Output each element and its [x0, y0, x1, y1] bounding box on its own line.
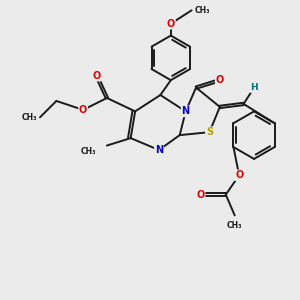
Text: CH₃: CH₃	[227, 221, 242, 230]
Text: O: O	[196, 190, 205, 200]
Text: O: O	[92, 71, 101, 81]
Text: O: O	[79, 105, 87, 115]
Text: O: O	[167, 19, 175, 29]
Text: N: N	[182, 106, 190, 116]
Text: O: O	[216, 75, 224, 85]
Text: CH₃: CH₃	[195, 6, 210, 15]
Text: N: N	[155, 145, 163, 155]
Text: O: O	[235, 170, 243, 180]
Text: CH₃: CH₃	[81, 147, 97, 156]
Text: CH₃: CH₃	[22, 113, 37, 122]
Text: H: H	[250, 83, 258, 92]
Text: S: S	[206, 127, 213, 137]
